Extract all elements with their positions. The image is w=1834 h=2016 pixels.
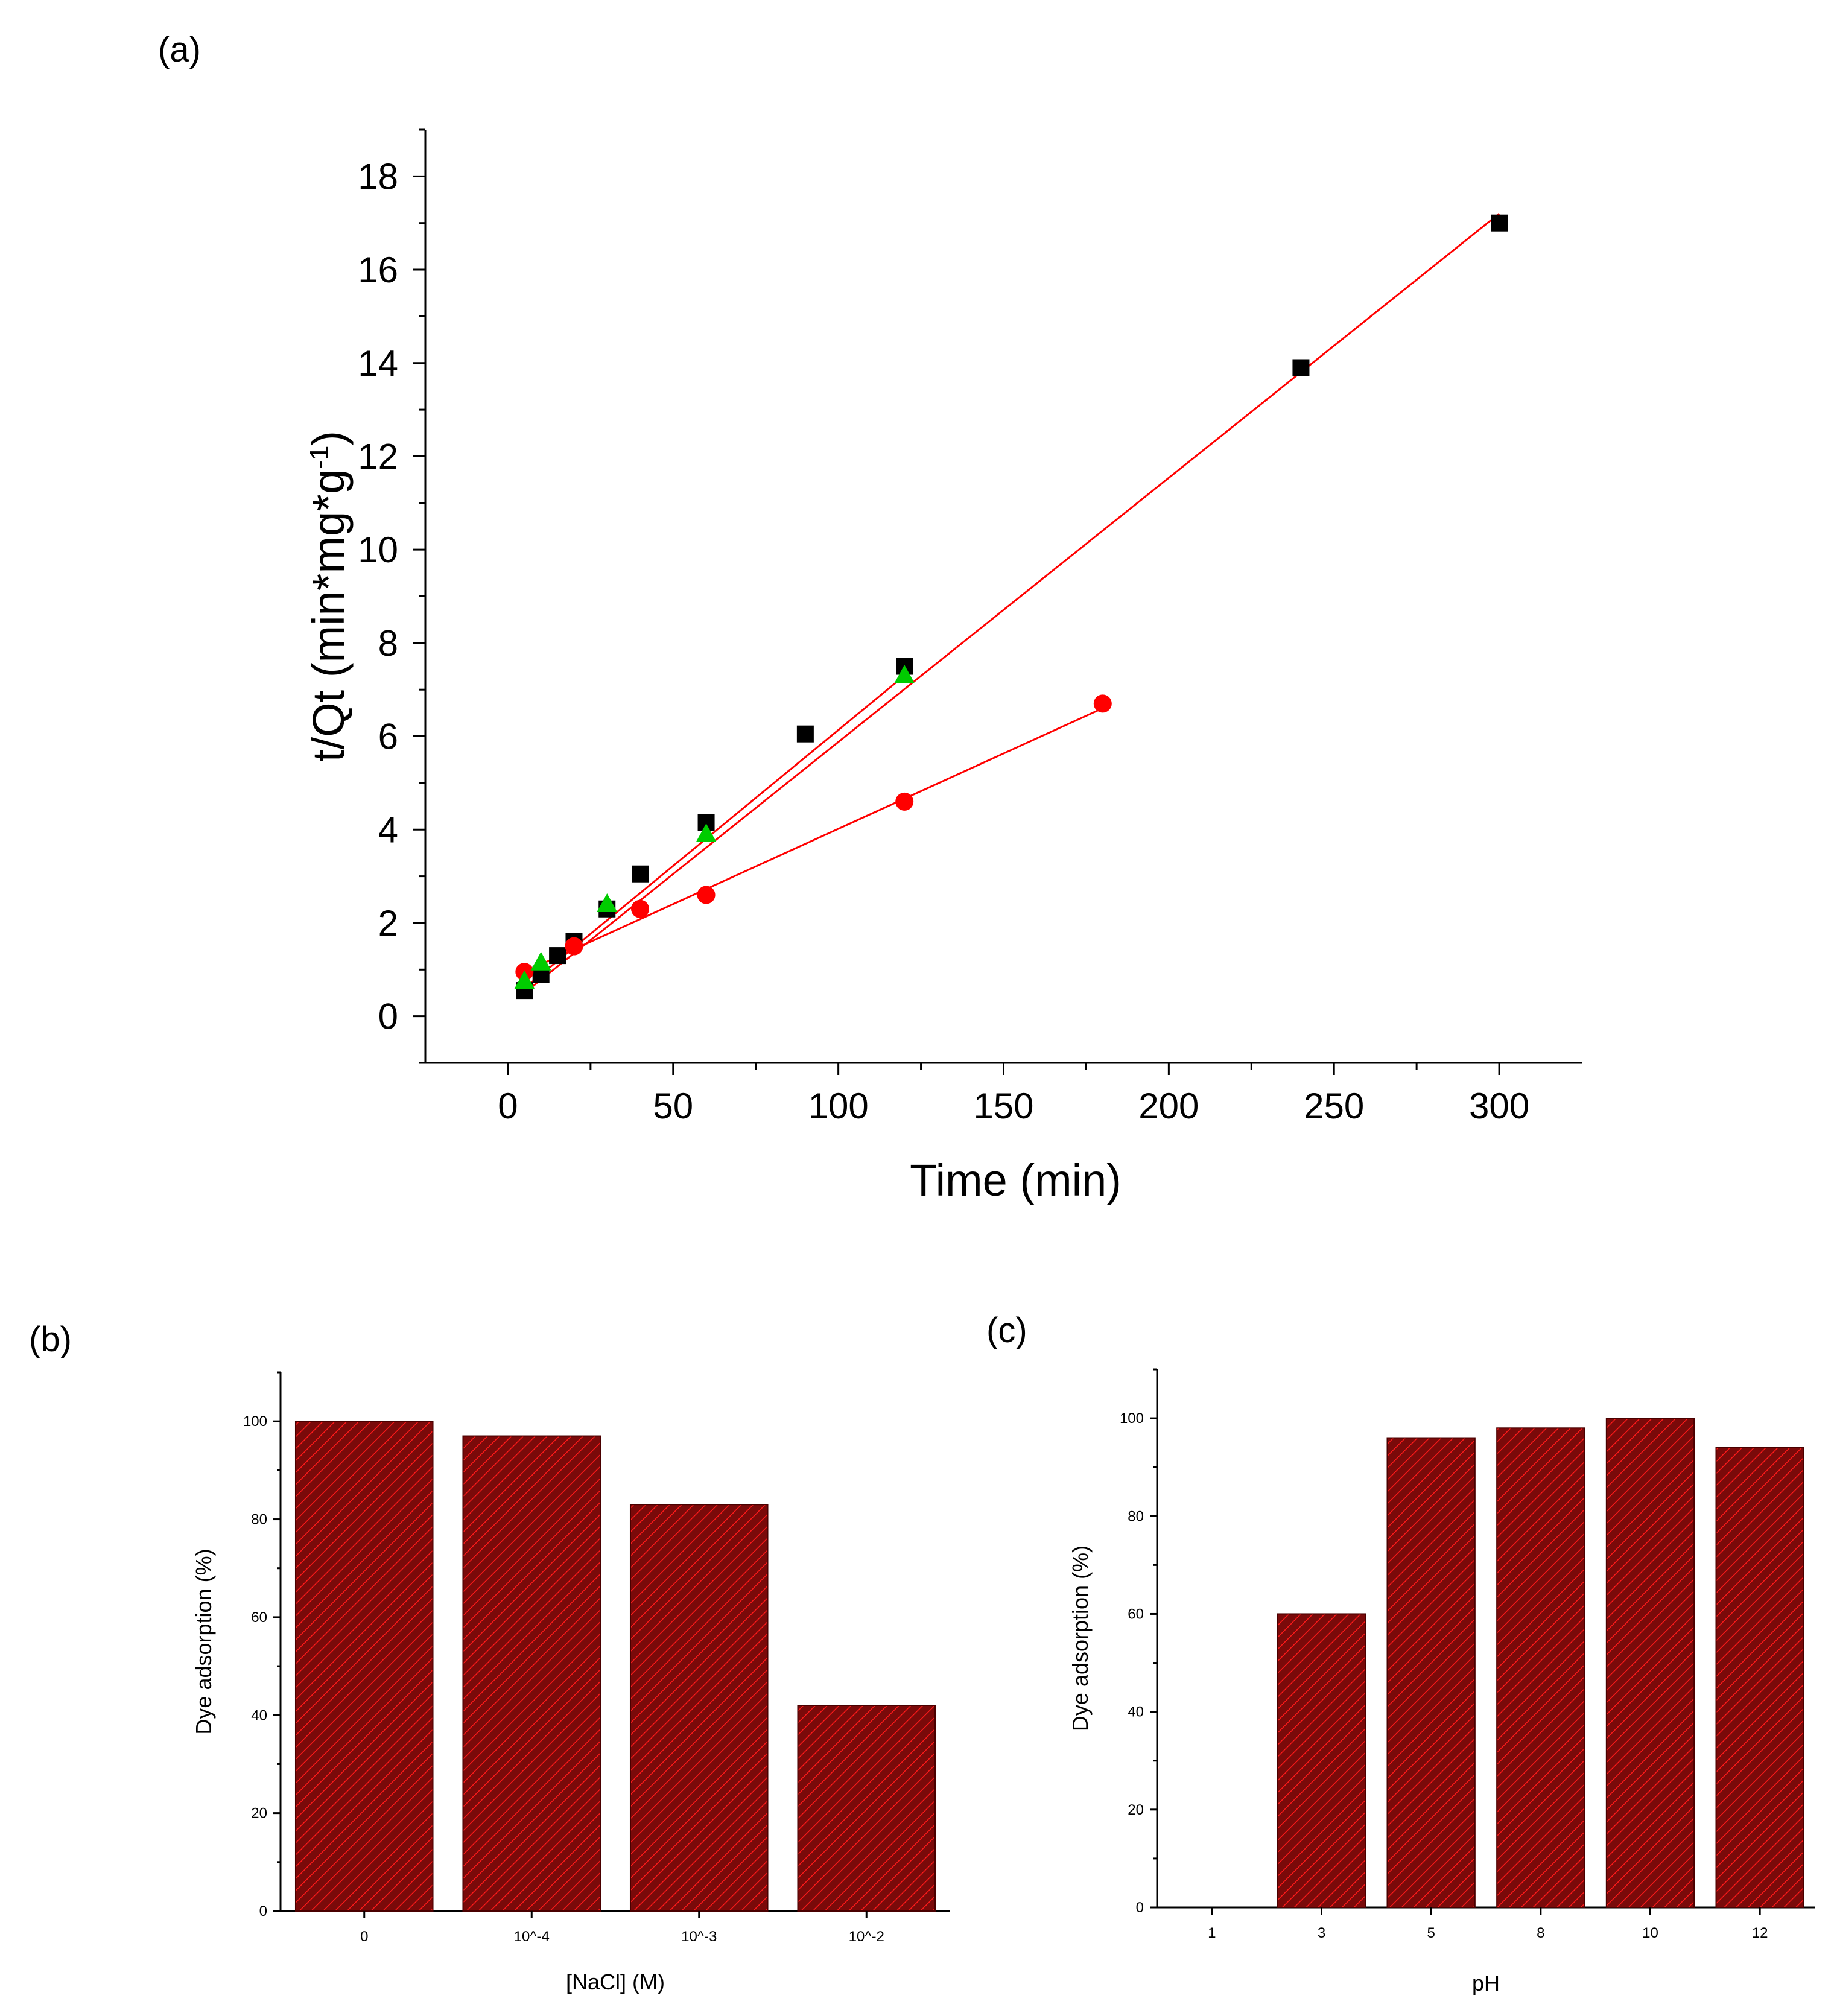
bar	[1496, 1427, 1585, 1908]
square-point	[1292, 359, 1310, 376]
x-tick-label: 100	[808, 1086, 869, 1126]
x-tick-label: 1	[1208, 1925, 1216, 1941]
fit-line	[524, 213, 1500, 994]
bar	[462, 1435, 601, 1912]
circle-point	[1093, 694, 1112, 713]
y-axis-title-superscript: -1	[305, 446, 334, 469]
y-tick-label: 60	[1128, 1606, 1144, 1622]
y-tick-label: 80	[1128, 1508, 1144, 1524]
x-tick-label: 250	[1304, 1086, 1364, 1126]
square-point	[632, 865, 649, 883]
square-point	[549, 947, 566, 965]
triangle-point	[530, 951, 551, 971]
circle-point	[631, 899, 650, 918]
x-tick-label: 300	[1469, 1086, 1529, 1126]
bar	[1715, 1447, 1804, 1908]
x-axis-title: pH	[1472, 1971, 1500, 1995]
triangle-point	[597, 893, 618, 913]
x-tick-label: 50	[653, 1086, 693, 1126]
y-tick-label: 18	[358, 156, 398, 197]
y-tick-label: 16	[358, 250, 398, 290]
x-tick-label: 0	[360, 1929, 368, 1945]
square-point	[796, 725, 814, 743]
x-axis-title: Time (min)	[910, 1155, 1122, 1205]
x-tick-label: 10^-2	[849, 1929, 884, 1945]
y-tick-label: 0	[378, 997, 398, 1037]
bar	[1277, 1613, 1366, 1909]
y-axis-title: Dye adsorption (%)	[191, 1548, 216, 1734]
y-axis-title: t/Qt (min*mg*g-1)	[303, 431, 354, 762]
x-tick-label: 200	[1138, 1086, 1199, 1126]
x-tick-label: 10^-4	[514, 1929, 550, 1945]
y-tick-label: 0	[259, 1903, 267, 1919]
y-tick-label: 0	[1136, 1900, 1144, 1916]
y-tick-label: 8	[378, 623, 398, 664]
x-tick-label: 10^-3	[681, 1929, 717, 1945]
y-tick-label: 12	[358, 436, 398, 477]
bar	[797, 1705, 936, 1912]
x-axis-title: [NaCl] (M)	[566, 1970, 665, 1994]
x-tick-label: 5	[1427, 1925, 1435, 1941]
bar	[1605, 1418, 1695, 1908]
bar	[294, 1421, 434, 1912]
x-tick-label: 150	[973, 1086, 1033, 1126]
y-tick-label: 2	[378, 903, 398, 943]
chart-a: 0 50 100 150 200 250 300 0 2 4 6 8 10 12 14 16 18 Time (m…	[303, 128, 1582, 1205]
panel-label-c: (c)	[986, 1311, 1027, 1350]
panel-label-b: (b)	[29, 1320, 72, 1359]
square-point	[1491, 214, 1508, 232]
y-tick-label: 14	[358, 343, 398, 384]
y-tick-label: 10	[358, 530, 398, 570]
triangle-point	[514, 970, 535, 989]
y-tick-label: 40	[1128, 1704, 1144, 1720]
x-tick-label: 3	[1318, 1925, 1325, 1941]
x-tick-label: 12	[1752, 1925, 1768, 1941]
y-axis-title-main: t/Qt (min*mg*g	[303, 469, 354, 762]
y-tick-label: 100	[1120, 1410, 1144, 1427]
y-tick-label: 100	[243, 1413, 267, 1430]
y-tick-label: 60	[251, 1609, 267, 1626]
x-tick-label: 8	[1537, 1925, 1544, 1941]
chart-c: 0 20 40 60 80 100 1 3 5 8 10 12 pH Dye adsorption (%)	[1068, 1368, 1815, 1995]
y-tick-label: 6	[378, 717, 398, 757]
y-tick-label: 20	[1128, 1802, 1144, 1818]
panel-label-a: (a)	[158, 30, 201, 69]
y-tick-label: 80	[251, 1512, 267, 1528]
y-axis-title-end: )	[303, 431, 354, 446]
circle-point	[895, 792, 914, 811]
x-tick-label: 0	[498, 1086, 518, 1126]
y-axis-title: Dye adsorption (%)	[1068, 1545, 1093, 1731]
x-tick-label: 10	[1642, 1925, 1658, 1941]
fit-line	[524, 707, 1103, 973]
triangle-point	[696, 823, 717, 842]
chart-b: 0 20 40 60 80 100 0 10^-4 10^-3 10^-2 [NaCl] (M) Dy…	[191, 1371, 950, 1994]
y-tick-label: 20	[251, 1805, 267, 1822]
y-tick-label: 4	[378, 810, 398, 850]
circle-point	[697, 886, 716, 904]
bar	[629, 1504, 769, 1912]
triangle-point	[894, 664, 915, 683]
fit-line	[524, 674, 906, 989]
y-tick-label: 40	[251, 1707, 267, 1723]
bar	[1386, 1437, 1476, 1909]
circle-point	[565, 937, 583, 956]
